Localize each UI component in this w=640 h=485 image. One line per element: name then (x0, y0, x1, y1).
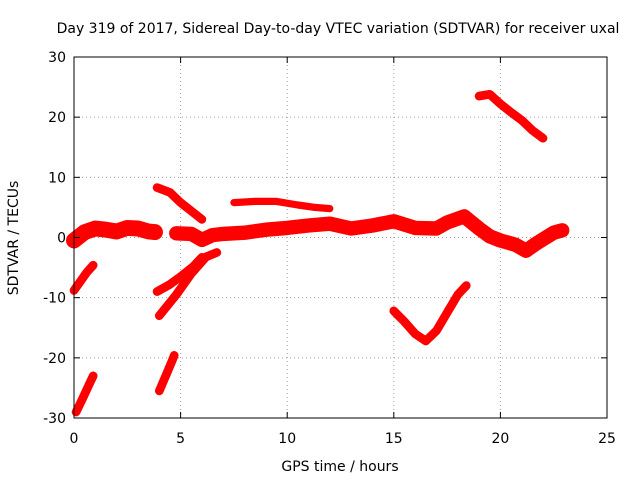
series-track-9 (230, 197, 334, 213)
series-track-1 (66, 219, 163, 249)
y-tick-label: 10 (48, 170, 66, 186)
y-axis-label: SDTVAR / TECUs (6, 181, 22, 296)
series-track-10 (389, 281, 471, 346)
series-track-6 (154, 248, 222, 321)
y-tick-label: -30 (43, 411, 66, 427)
x-tick-label: 20 (491, 431, 509, 447)
y-tick-label: -20 (43, 351, 66, 367)
x-tick-label: 15 (385, 431, 403, 447)
grid-layer (74, 57, 607, 418)
x-tick-label: 0 (70, 431, 79, 447)
y-tick-label: 30 (48, 50, 66, 66)
series-track-3 (71, 371, 98, 417)
x-tick-label: 25 (598, 431, 616, 447)
series-track-7 (154, 351, 179, 396)
x-tick-label: 5 (176, 431, 185, 447)
chart-title: Day 319 of 2017, Sidereal Day-to-day VTE… (57, 21, 620, 37)
x-tick-label: 10 (278, 431, 296, 447)
y-tick-label: 20 (48, 110, 66, 126)
tick-layer: 0 5 10 15 20 25 -30 -20 -10 0 10 20 30 (43, 50, 616, 447)
series-track-11 (474, 89, 548, 143)
y-tick-label: -10 (43, 291, 66, 307)
series-track-8 (169, 209, 570, 258)
series-layer (66, 89, 570, 417)
series-track-4 (152, 183, 207, 224)
y-tick-label: 0 (57, 231, 66, 247)
x-axis-label: GPS time / hours (281, 459, 398, 475)
series-track-2 (69, 260, 98, 295)
